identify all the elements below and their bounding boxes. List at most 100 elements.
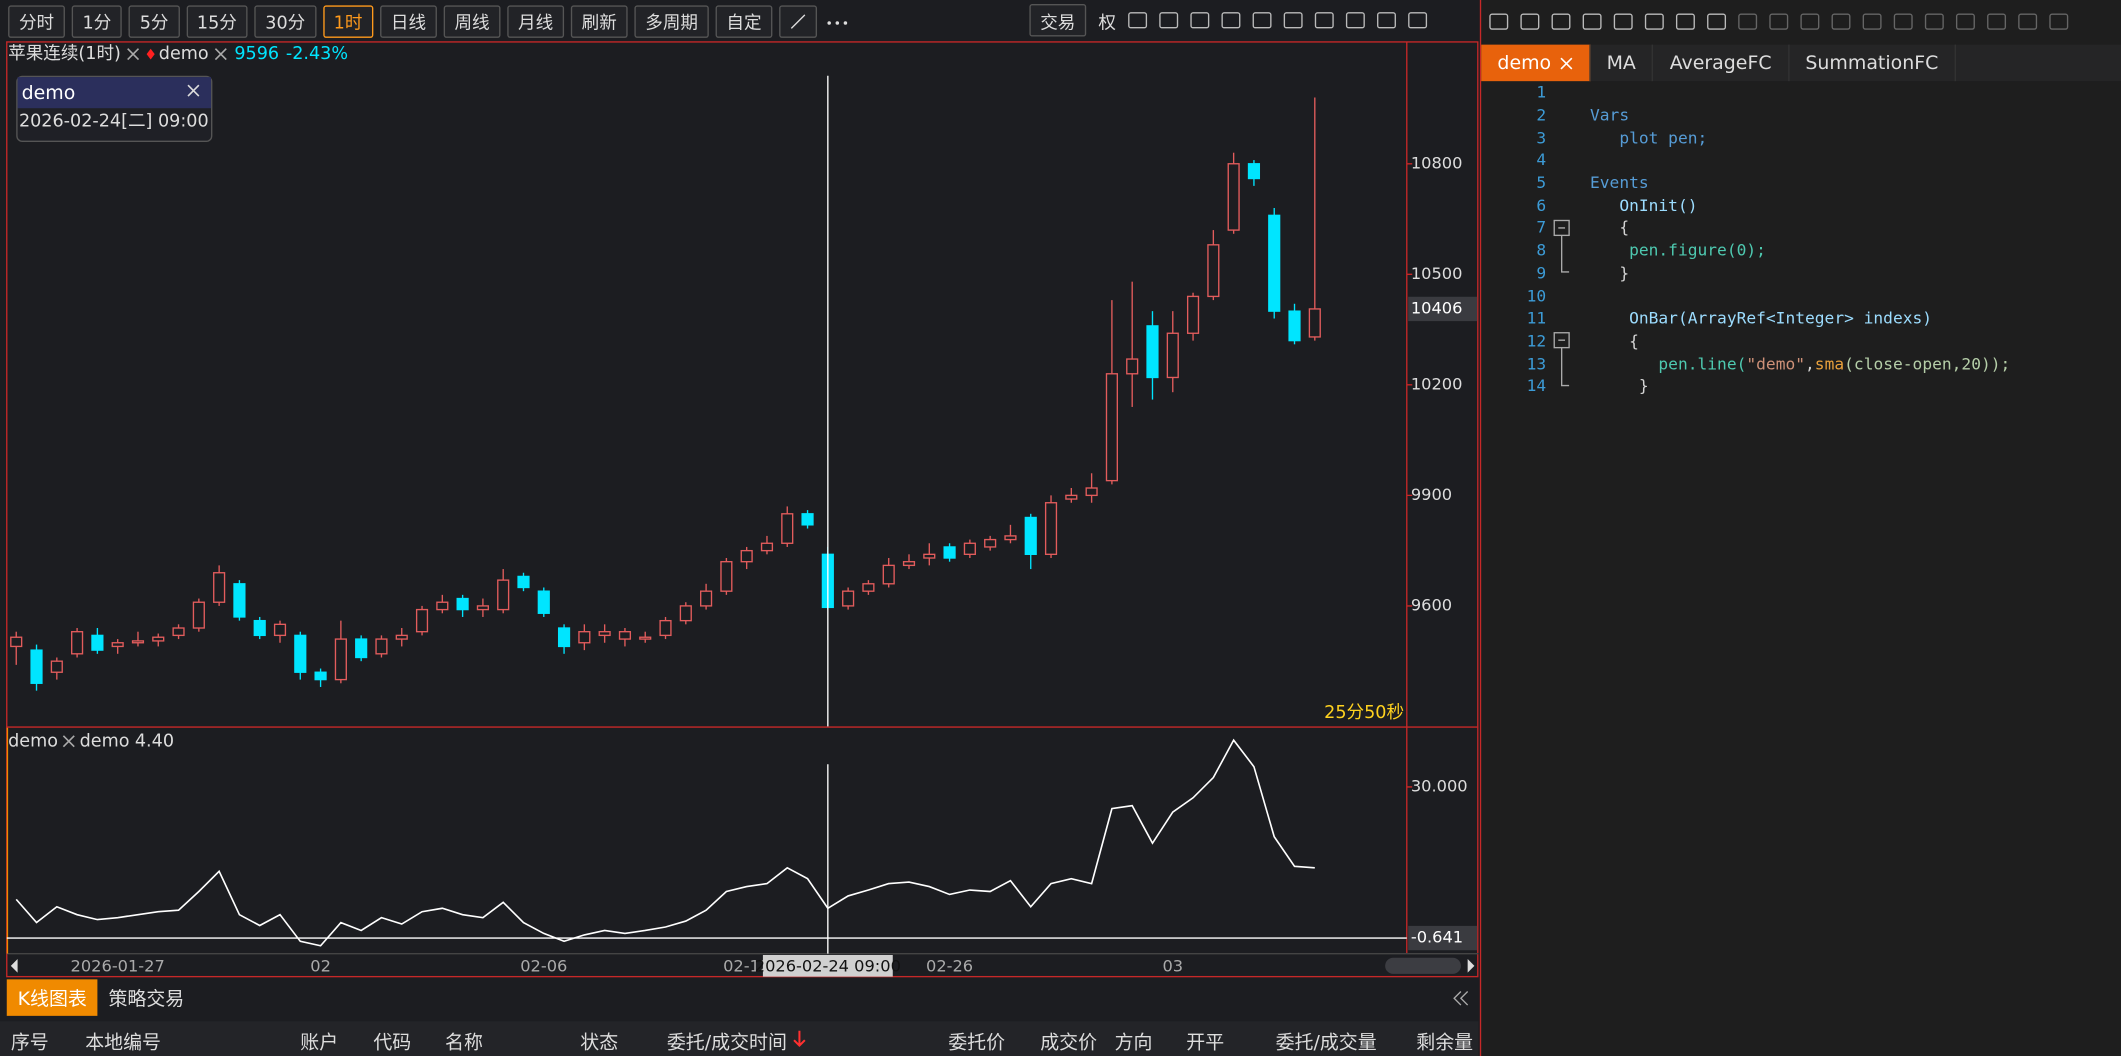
column-header[interactable]: 序号 — [10, 1032, 49, 1054]
period-button[interactable]: 日线 — [380, 4, 437, 38]
editor-tool-icon[interactable] — [1582, 12, 1602, 30]
column-header[interactable]: 账户 — [300, 1032, 339, 1054]
x-tick-label: 03 — [1162, 957, 1183, 976]
bottom-tab[interactable]: K线图表 — [6, 979, 98, 1016]
editor-tool-icon[interactable] — [1551, 12, 1571, 30]
editor-tab[interactable]: MA — [1590, 44, 1654, 82]
candle-body — [213, 572, 226, 603]
tooltip-title: demo — [22, 82, 76, 104]
editor-tab[interactable]: AverageFC — [1653, 44, 1790, 82]
period-button[interactable]: 30分 — [254, 4, 317, 38]
more-button[interactable] — [824, 8, 851, 34]
editor-tool-icon[interactable] — [1489, 12, 1509, 30]
tool-icon[interactable] — [1221, 12, 1241, 29]
tool-icon[interactable] — [1252, 12, 1272, 29]
tool-icon[interactable] — [1159, 12, 1179, 29]
close-icon — [214, 48, 227, 61]
candle-body — [375, 638, 388, 655]
editor-tool-icon[interactable] — [1924, 12, 1944, 30]
period-button[interactable]: 1时 — [322, 4, 374, 38]
column-header[interactable]: 委托/成交时间 — [666, 1032, 787, 1054]
editor-tool-icon[interactable] — [1893, 12, 1913, 30]
trade-button[interactable]: 交易 — [1029, 4, 1087, 37]
period-button[interactable]: 月线 — [507, 4, 565, 38]
tab-label: demo — [1497, 52, 1552, 74]
reference-label: -0.641 — [1411, 928, 1463, 947]
study-marker — [146, 48, 155, 60]
sort-arrow-path — [793, 1030, 806, 1048]
editor-tool-icon[interactable] — [1644, 12, 1664, 30]
editor-tool-icon[interactable] — [1707, 12, 1727, 30]
editor-tool-icon[interactable] — [1987, 12, 2007, 30]
editor-tool-icon[interactable] — [1831, 12, 1851, 30]
column-header[interactable]: 委托价 — [948, 1032, 1006, 1054]
tab-close[interactable] — [1559, 56, 1573, 70]
period-button[interactable]: 1分 — [71, 4, 123, 38]
tool-icon[interactable] — [1190, 12, 1210, 29]
period-button[interactable]: 多周期 — [634, 4, 709, 38]
scroll-thumb — [1385, 957, 1461, 974]
y-tick-label: 9600 — [1411, 595, 1452, 614]
candle-body — [659, 619, 672, 637]
line-number: 3 — [1536, 128, 1547, 148]
tool-icon[interactable] — [1314, 12, 1334, 29]
period-button[interactable]: 自定 — [715, 4, 773, 38]
close-icon — [62, 735, 75, 748]
editor-tool-icon[interactable] — [1955, 12, 1975, 30]
editor-tool-icon[interactable] — [1800, 12, 1820, 30]
column-header[interactable]: 方向 — [1114, 1032, 1153, 1054]
tool-icon[interactable] — [1377, 12, 1397, 29]
editor-tool-icon[interactable] — [1769, 12, 1789, 30]
bottom-tab[interactable]: 策略交易 — [108, 988, 185, 1010]
candle-body — [233, 583, 246, 618]
editor-tab[interactable]: demo — [1481, 44, 1591, 82]
tool-icon[interactable] — [1283, 12, 1303, 29]
toolbar-right: 交易权 — [1029, 4, 1428, 37]
column-header[interactable]: 本地编号 — [85, 1032, 161, 1054]
period-button[interactable]: 周线 — [443, 4, 501, 38]
rights-button[interactable]: 权 — [1098, 12, 1117, 34]
period-button[interactable]: 刷新 — [570, 4, 628, 38]
tool-icon[interactable] — [1128, 12, 1148, 29]
column-header[interactable]: 代码 — [373, 1032, 412, 1054]
candle-body — [740, 549, 753, 563]
editor-tool-icon[interactable] — [1613, 12, 1633, 30]
editor-tool-icon[interactable] — [1738, 12, 1758, 30]
candle-body — [679, 605, 692, 622]
x-tick-label: 02-26 — [926, 957, 973, 976]
candle-body — [172, 627, 185, 637]
column-header[interactable]: 成交价 — [1040, 1032, 1098, 1054]
code-line: 14 } — [1481, 375, 2010, 398]
code-token: OnInit() — [1570, 195, 1698, 215]
code-token: { — [1570, 218, 1630, 238]
candle-body — [1146, 325, 1159, 379]
draw-button[interactable] — [779, 4, 818, 38]
candle-body — [1288, 310, 1301, 342]
tool-icon[interactable] — [1408, 12, 1428, 29]
code-token: pen.line( — [1570, 353, 1747, 373]
column-header[interactable]: 剩余量 — [1416, 1032, 1474, 1054]
editor-tool-icon[interactable] — [1862, 12, 1882, 30]
code-token: plot pen; — [1570, 128, 1708, 148]
period-button[interactable]: 5分 — [128, 4, 180, 38]
candle-body — [10, 636, 23, 648]
legend-text: demo — [159, 44, 209, 64]
tool-icon[interactable] — [1345, 12, 1365, 29]
editor-tool-icon[interactable] — [2049, 12, 2069, 30]
candle-body — [1126, 358, 1139, 375]
collapse-icon[interactable] — [1450, 987, 1472, 1009]
column-header[interactable]: 状态 — [580, 1032, 619, 1054]
editor-tool-icon[interactable] — [1675, 12, 1695, 30]
period-button[interactable]: 15分 — [186, 4, 248, 38]
dots-icon — [827, 21, 848, 25]
column-header[interactable]: 名称 — [445, 1032, 483, 1054]
column-header[interactable]: 开平 — [1186, 1032, 1225, 1054]
editor-tool-icon[interactable] — [1520, 12, 1540, 30]
tab-label: SummationFC — [1805, 52, 1939, 74]
period-button[interactable]: 分时 — [8, 4, 65, 38]
tooltip-date: 2026-02-24[二] 09:00 — [19, 112, 209, 132]
editor-tab[interactable]: SummationFC — [1789, 44, 1956, 82]
editor-tool-icon[interactable] — [2018, 12, 2038, 30]
column-header[interactable]: 委托/成交量 — [1275, 1032, 1377, 1054]
